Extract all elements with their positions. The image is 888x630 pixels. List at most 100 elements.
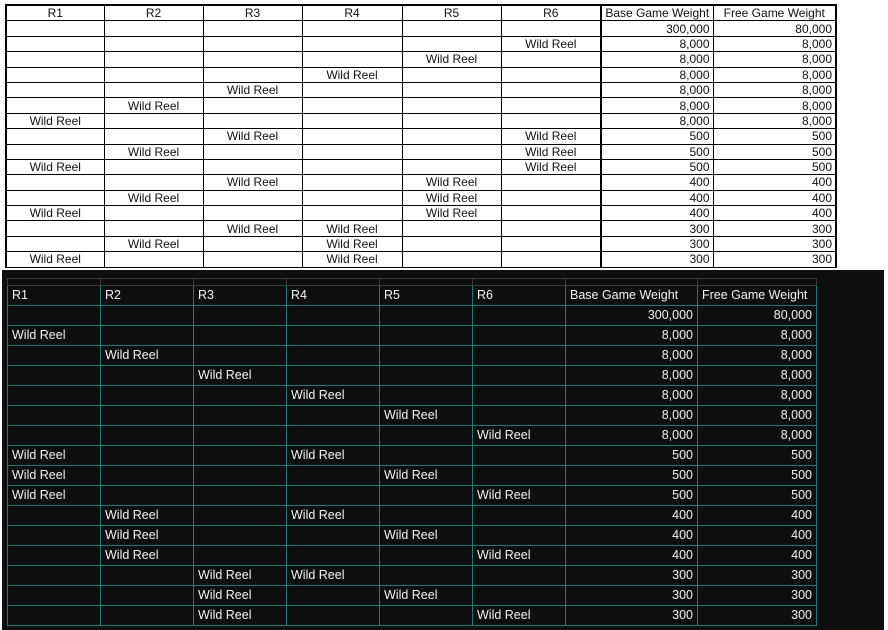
weight-cell[interactable]: 500 — [600, 158, 714, 176]
reel-cell[interactable]: Wild Reel — [100, 545, 194, 566]
reel-cell[interactable] — [500, 205, 602, 222]
weight-cell[interactable]: 8,000 — [600, 112, 714, 130]
reel-cell[interactable] — [286, 305, 380, 326]
reel-cell[interactable] — [379, 485, 473, 506]
reel-cell[interactable] — [472, 325, 566, 346]
weight-cell[interactable]: 80,000 — [697, 305, 817, 326]
reel-cell[interactable] — [286, 545, 380, 566]
reel-cell[interactable] — [103, 35, 204, 53]
weight-cell[interactable]: 8,000 — [697, 345, 817, 366]
weight-cell[interactable]: 8,000 — [697, 405, 817, 426]
reel-cell[interactable] — [193, 405, 287, 426]
reel-cell[interactable] — [401, 251, 502, 269]
reel-cell[interactable] — [379, 445, 473, 466]
reel-cell[interactable]: Wild Reel — [5, 112, 105, 130]
weight-cell[interactable]: 300,000 — [565, 305, 698, 326]
reel-cell[interactable] — [301, 97, 403, 114]
reel-cell[interactable]: Wild Reel — [202, 81, 303, 99]
reel-cell[interactable] — [401, 35, 502, 53]
reel-cell[interactable] — [500, 66, 602, 83]
reel-cell[interactable] — [193, 465, 287, 486]
reel-cell[interactable] — [5, 20, 105, 37]
reel-cell[interactable] — [301, 35, 403, 53]
weight-cell[interactable]: 400 — [600, 205, 714, 222]
reel-cell[interactable] — [202, 97, 303, 114]
weight-cell[interactable]: 8,000 — [565, 385, 698, 406]
reel-cell[interactable] — [301, 81, 403, 99]
reel-cell[interactable] — [100, 565, 194, 586]
weight-cell[interactable]: 500 — [600, 128, 714, 145]
weight-cell[interactable]: 400 — [565, 545, 698, 566]
reel-cell[interactable] — [379, 545, 473, 566]
reel-cell[interactable] — [472, 585, 566, 606]
weight-cell[interactable]: 300 — [697, 565, 817, 586]
reel-cell[interactable] — [301, 51, 403, 68]
reel-cell[interactable]: Wild Reel — [500, 143, 602, 160]
weight-cell[interactable]: 400 — [697, 525, 817, 546]
reel-cell[interactable] — [103, 66, 204, 83]
reel-cell[interactable] — [500, 112, 602, 130]
reel-cell[interactable]: Wild Reel — [500, 128, 602, 145]
weight-cell[interactable]: 500 — [565, 485, 698, 506]
reel-cell[interactable] — [301, 189, 403, 207]
weight-cell[interactable]: 300 — [565, 585, 698, 606]
column-header-r6[interactable]: R6 — [472, 285, 566, 306]
reel-cell[interactable] — [7, 525, 101, 546]
reel-cell[interactable]: Wild Reel — [472, 485, 566, 506]
weight-cell[interactable]: 500 — [697, 465, 817, 486]
reel-cell[interactable]: Wild Reel — [193, 605, 287, 626]
empty-cell[interactable] — [286, 278, 380, 286]
reel-cell[interactable] — [100, 485, 194, 506]
reel-cell[interactable] — [500, 235, 602, 253]
weight-cell[interactable]: 8,000 — [712, 35, 837, 53]
reel-cell[interactable] — [103, 112, 204, 130]
reel-cell[interactable] — [100, 425, 194, 446]
reel-cell[interactable] — [472, 305, 566, 326]
reel-cell[interactable] — [301, 205, 403, 222]
reel-cell[interactable]: Wild Reel — [103, 143, 204, 160]
column-header-r2[interactable]: R2 — [100, 285, 194, 306]
reel-cell[interactable] — [100, 365, 194, 386]
empty-cell[interactable] — [472, 278, 566, 286]
reel-cell[interactable] — [193, 485, 287, 506]
column-header-free-game-weight[interactable]: Free Game Weight — [697, 285, 817, 306]
reel-cell[interactable] — [5, 51, 105, 68]
weight-cell[interactable]: 500 — [565, 465, 698, 486]
weight-cell[interactable]: 400 — [565, 505, 698, 526]
reel-cell[interactable] — [286, 365, 380, 386]
weight-cell[interactable]: 300 — [697, 605, 817, 626]
weight-cell[interactable]: 400 — [697, 505, 817, 526]
reel-cell[interactable] — [193, 545, 287, 566]
reel-cell[interactable] — [379, 325, 473, 346]
weight-cell[interactable]: 8,000 — [697, 425, 817, 446]
weight-cell[interactable]: 400 — [712, 205, 837, 222]
reel-cell[interactable] — [286, 605, 380, 626]
reel-cell[interactable] — [7, 505, 101, 526]
reel-cell[interactable] — [301, 174, 403, 191]
reel-cell[interactable] — [103, 205, 204, 222]
weight-cell[interactable]: 300 — [712, 235, 837, 253]
reel-cell[interactable]: Wild Reel — [202, 128, 303, 145]
reel-cell[interactable] — [301, 143, 403, 160]
reel-cell[interactable] — [7, 405, 101, 426]
reel-cell[interactable] — [193, 505, 287, 526]
reel-cell[interactable] — [379, 505, 473, 526]
column-header-r3[interactable]: R3 — [193, 285, 287, 306]
weight-cell[interactable]: 300 — [565, 605, 698, 626]
reel-cell[interactable] — [500, 97, 602, 114]
reel-cell[interactable]: Wild Reel — [301, 251, 403, 269]
reel-cell[interactable] — [500, 251, 602, 269]
reel-cell[interactable] — [286, 425, 380, 446]
weight-cell[interactable]: 8,000 — [600, 35, 714, 53]
reel-cell[interactable]: Wild Reel — [379, 465, 473, 486]
weight-cell[interactable]: 8,000 — [600, 51, 714, 68]
reel-cell[interactable] — [7, 545, 101, 566]
reel-cell[interactable]: Wild Reel — [100, 345, 194, 366]
reel-cell[interactable] — [472, 385, 566, 406]
reel-cell[interactable] — [202, 112, 303, 130]
reel-cell[interactable]: Wild Reel — [7, 465, 101, 486]
reel-cell[interactable]: Wild Reel — [5, 205, 105, 222]
reel-cell[interactable]: Wild Reel — [193, 365, 287, 386]
weight-cell[interactable]: 8,000 — [712, 97, 837, 114]
reel-cell[interactable]: Wild Reel — [193, 585, 287, 606]
